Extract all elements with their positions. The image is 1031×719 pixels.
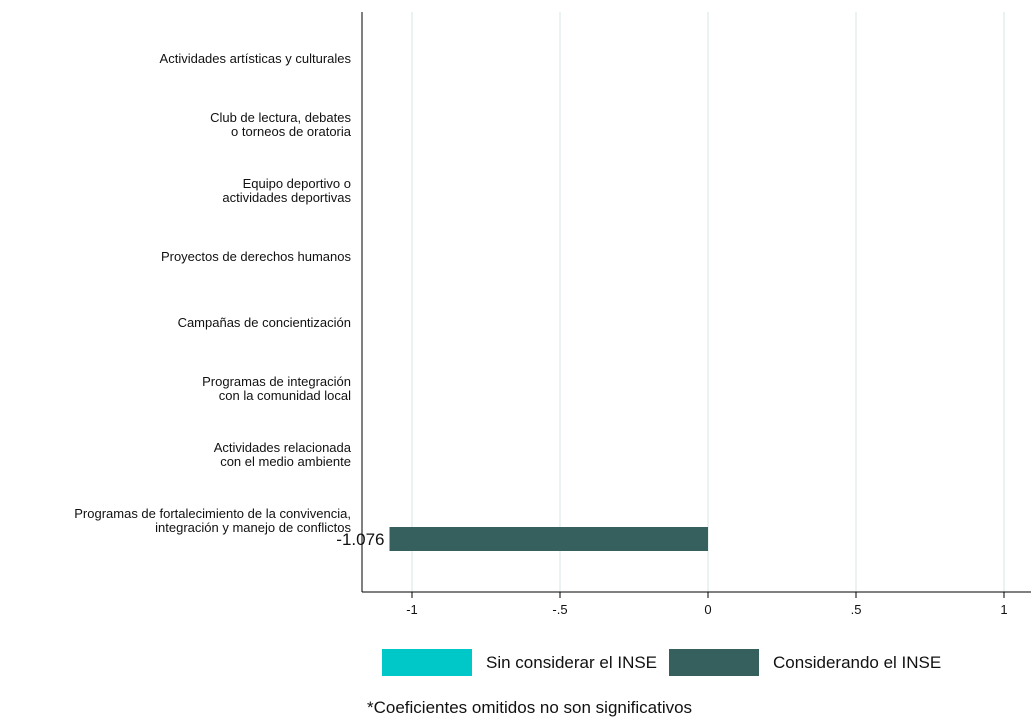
footnote: *Coeficientes omitidos no son significat…: [367, 698, 693, 717]
legend-swatch-sin-inse: [382, 649, 472, 676]
x-tick-label: -.5: [552, 602, 567, 617]
x-tick-label: .5: [851, 602, 862, 617]
data-label: -1.076: [336, 530, 384, 549]
category-label: Programas de fortalecimiento de la convi…: [74, 506, 351, 535]
legend-label-considerando-inse: Considerando el INSE: [773, 652, 942, 672]
bar: [389, 527, 708, 551]
category-label: Proyectos de derechos humanos: [161, 249, 352, 264]
bars: [389, 527, 708, 551]
legend-swatch-considerando-inse: [669, 649, 760, 676]
gridlines: [411, 12, 1005, 592]
category-label: Campañas de concientización: [178, 315, 351, 330]
x-tick-label: 1: [1000, 602, 1007, 617]
chart: -1 -.5 0 .5 1 Actividades artísticas y cultu…: [74, 12, 1031, 617]
x-tick-label: 0: [704, 602, 711, 617]
category-labels: Actividades artísticas y culturales Club …: [74, 51, 352, 535]
legend-item-sin-inse: Sin considerar el INSE: [382, 649, 657, 676]
category-label: Club de lectura, debates o torneos de ora…: [210, 110, 352, 139]
x-ticks: -1 -.5 0 .5 1: [406, 592, 1008, 617]
legend-label-sin-inse: Sin considerar el INSE: [486, 652, 658, 672]
legend-item-considerando-inse: Considerando el INSE: [669, 649, 941, 676]
legend: Sin considerar el INSE Considerando el I…: [382, 649, 953, 676]
category-label: Actividades relacionada con el medio ambi…: [214, 440, 352, 469]
category-label: Actividades artísticas y culturales: [160, 51, 352, 66]
category-label: Equipo deportivo o actividades deportivas: [222, 176, 351, 205]
x-tick-label: -1: [406, 602, 418, 617]
data-labels: -1.076: [336, 530, 384, 549]
category-label: Programas de integración con la comunidad…: [202, 374, 351, 403]
